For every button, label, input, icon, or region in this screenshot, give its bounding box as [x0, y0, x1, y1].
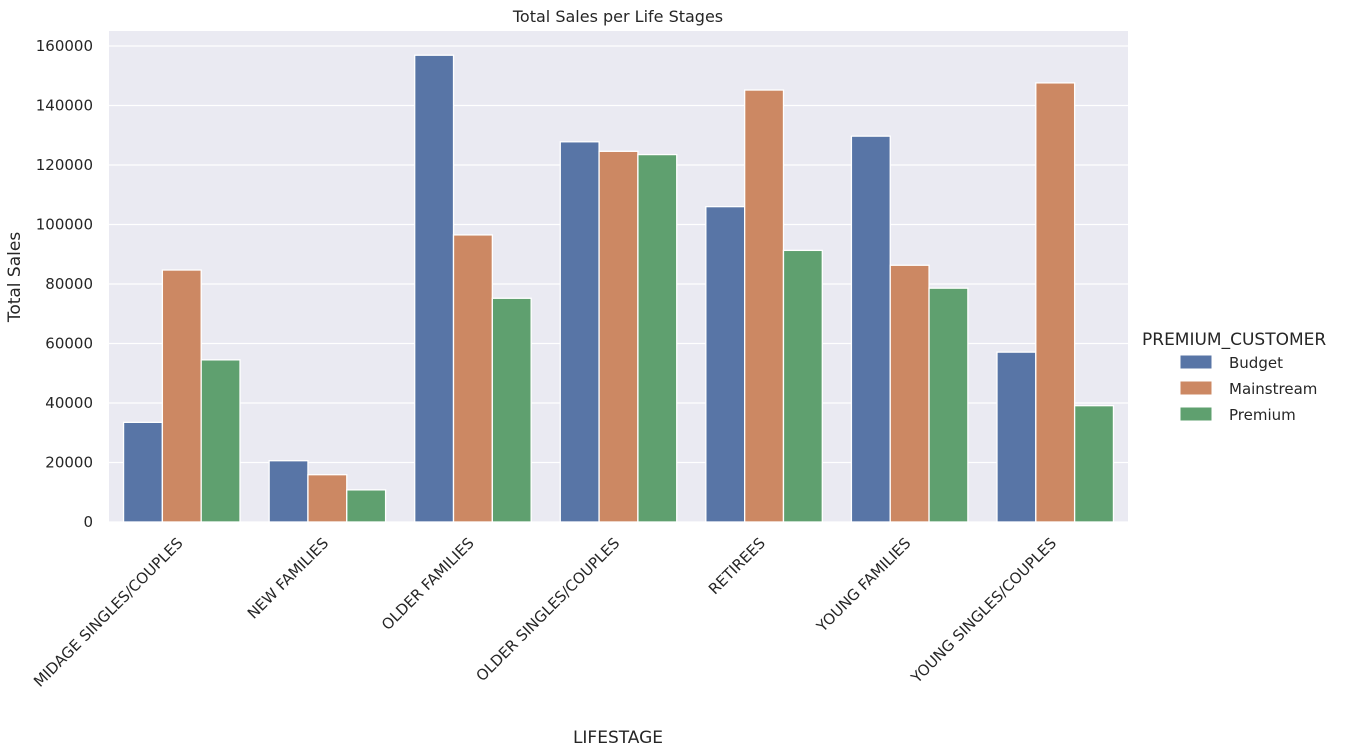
- bar-premium-0: [200, 359, 241, 523]
- chart-title: Total Sales per Life Stages: [512, 7, 723, 26]
- legend-label-mainstream: Mainstream: [1229, 380, 1317, 398]
- bar-mainstream-0: [161, 269, 202, 523]
- x-tick-labels: MIDAGE SINGLES/COUPLES NEW FAMILIES OLDER …: [30, 534, 1060, 691]
- x-tick-label: YOUNG SINGLES/COUPLES: [907, 534, 1060, 687]
- bar-budget-5: [850, 135, 891, 523]
- y-tick-label: 80000: [45, 275, 93, 293]
- y-tick-label: 100000: [36, 216, 93, 234]
- y-tick-label: 140000: [36, 97, 93, 115]
- x-tick-label: MIDAGE SINGLES/COUPLES: [30, 534, 187, 691]
- bar-premium-3: [637, 153, 678, 523]
- legend-title: PREMIUM_CUSTOMER: [1142, 330, 1326, 350]
- bar-premium-5: [928, 287, 969, 523]
- bar-mainstream-5: [889, 264, 930, 523]
- bar-budget-4: [705, 205, 746, 523]
- legend-items: Budget Mainstream Premium: [1179, 354, 1317, 424]
- legend-label-budget: Budget: [1229, 354, 1283, 372]
- bar-premium-1: [346, 489, 387, 523]
- bar-budget-3: [559, 141, 600, 523]
- x-tick-label: OLDER SINGLES/COUPLES: [473, 534, 624, 685]
- y-tick-label: 60000: [45, 335, 93, 353]
- bar-budget-2: [414, 54, 455, 523]
- legend-label-premium: Premium: [1229, 406, 1296, 424]
- bar-mainstream-4: [744, 89, 785, 523]
- bar-budget-1: [268, 460, 309, 523]
- x-tick-label: RETIREES: [705, 534, 769, 598]
- legend-swatch-mainstream: [1179, 380, 1213, 396]
- bars: [122, 54, 1115, 523]
- bar-premium-4: [782, 249, 823, 523]
- bar-mainstream-6: [1035, 82, 1076, 523]
- y-tick-labels: 0 20000 40000 60000 80000 100000 120000 140000 1…: [36, 37, 93, 531]
- bar-premium-6: [1073, 405, 1115, 523]
- legend-swatch-premium: [1179, 406, 1213, 422]
- bar-mainstream-3: [598, 150, 639, 523]
- bar-mainstream-2: [452, 234, 493, 523]
- x-tick-label: NEW FAMILIES: [244, 534, 332, 622]
- x-tick-label: OLDER FAMILIES: [378, 534, 478, 634]
- legend-swatch-budget: [1179, 354, 1213, 370]
- y-tick-label: 0: [83, 513, 93, 531]
- bar-budget-0: [122, 421, 164, 523]
- bar-budget-6: [996, 351, 1037, 523]
- x-tick-label: YOUNG FAMILIES: [812, 534, 914, 636]
- legend: PREMIUM_CUSTOMER Budget Mainstream Premium: [1142, 330, 1326, 424]
- x-axis-title: LIFESTAGE: [573, 728, 663, 748]
- bar-mainstream-1: [307, 474, 348, 523]
- bar-premium-2: [491, 297, 532, 523]
- y-tick-label: 120000: [36, 156, 93, 174]
- y-axis-title: Total Sales: [5, 232, 25, 323]
- y-tick-label: 40000: [45, 394, 93, 412]
- y-tick-label: 20000: [45, 454, 93, 472]
- y-tick-label: 160000: [36, 37, 93, 55]
